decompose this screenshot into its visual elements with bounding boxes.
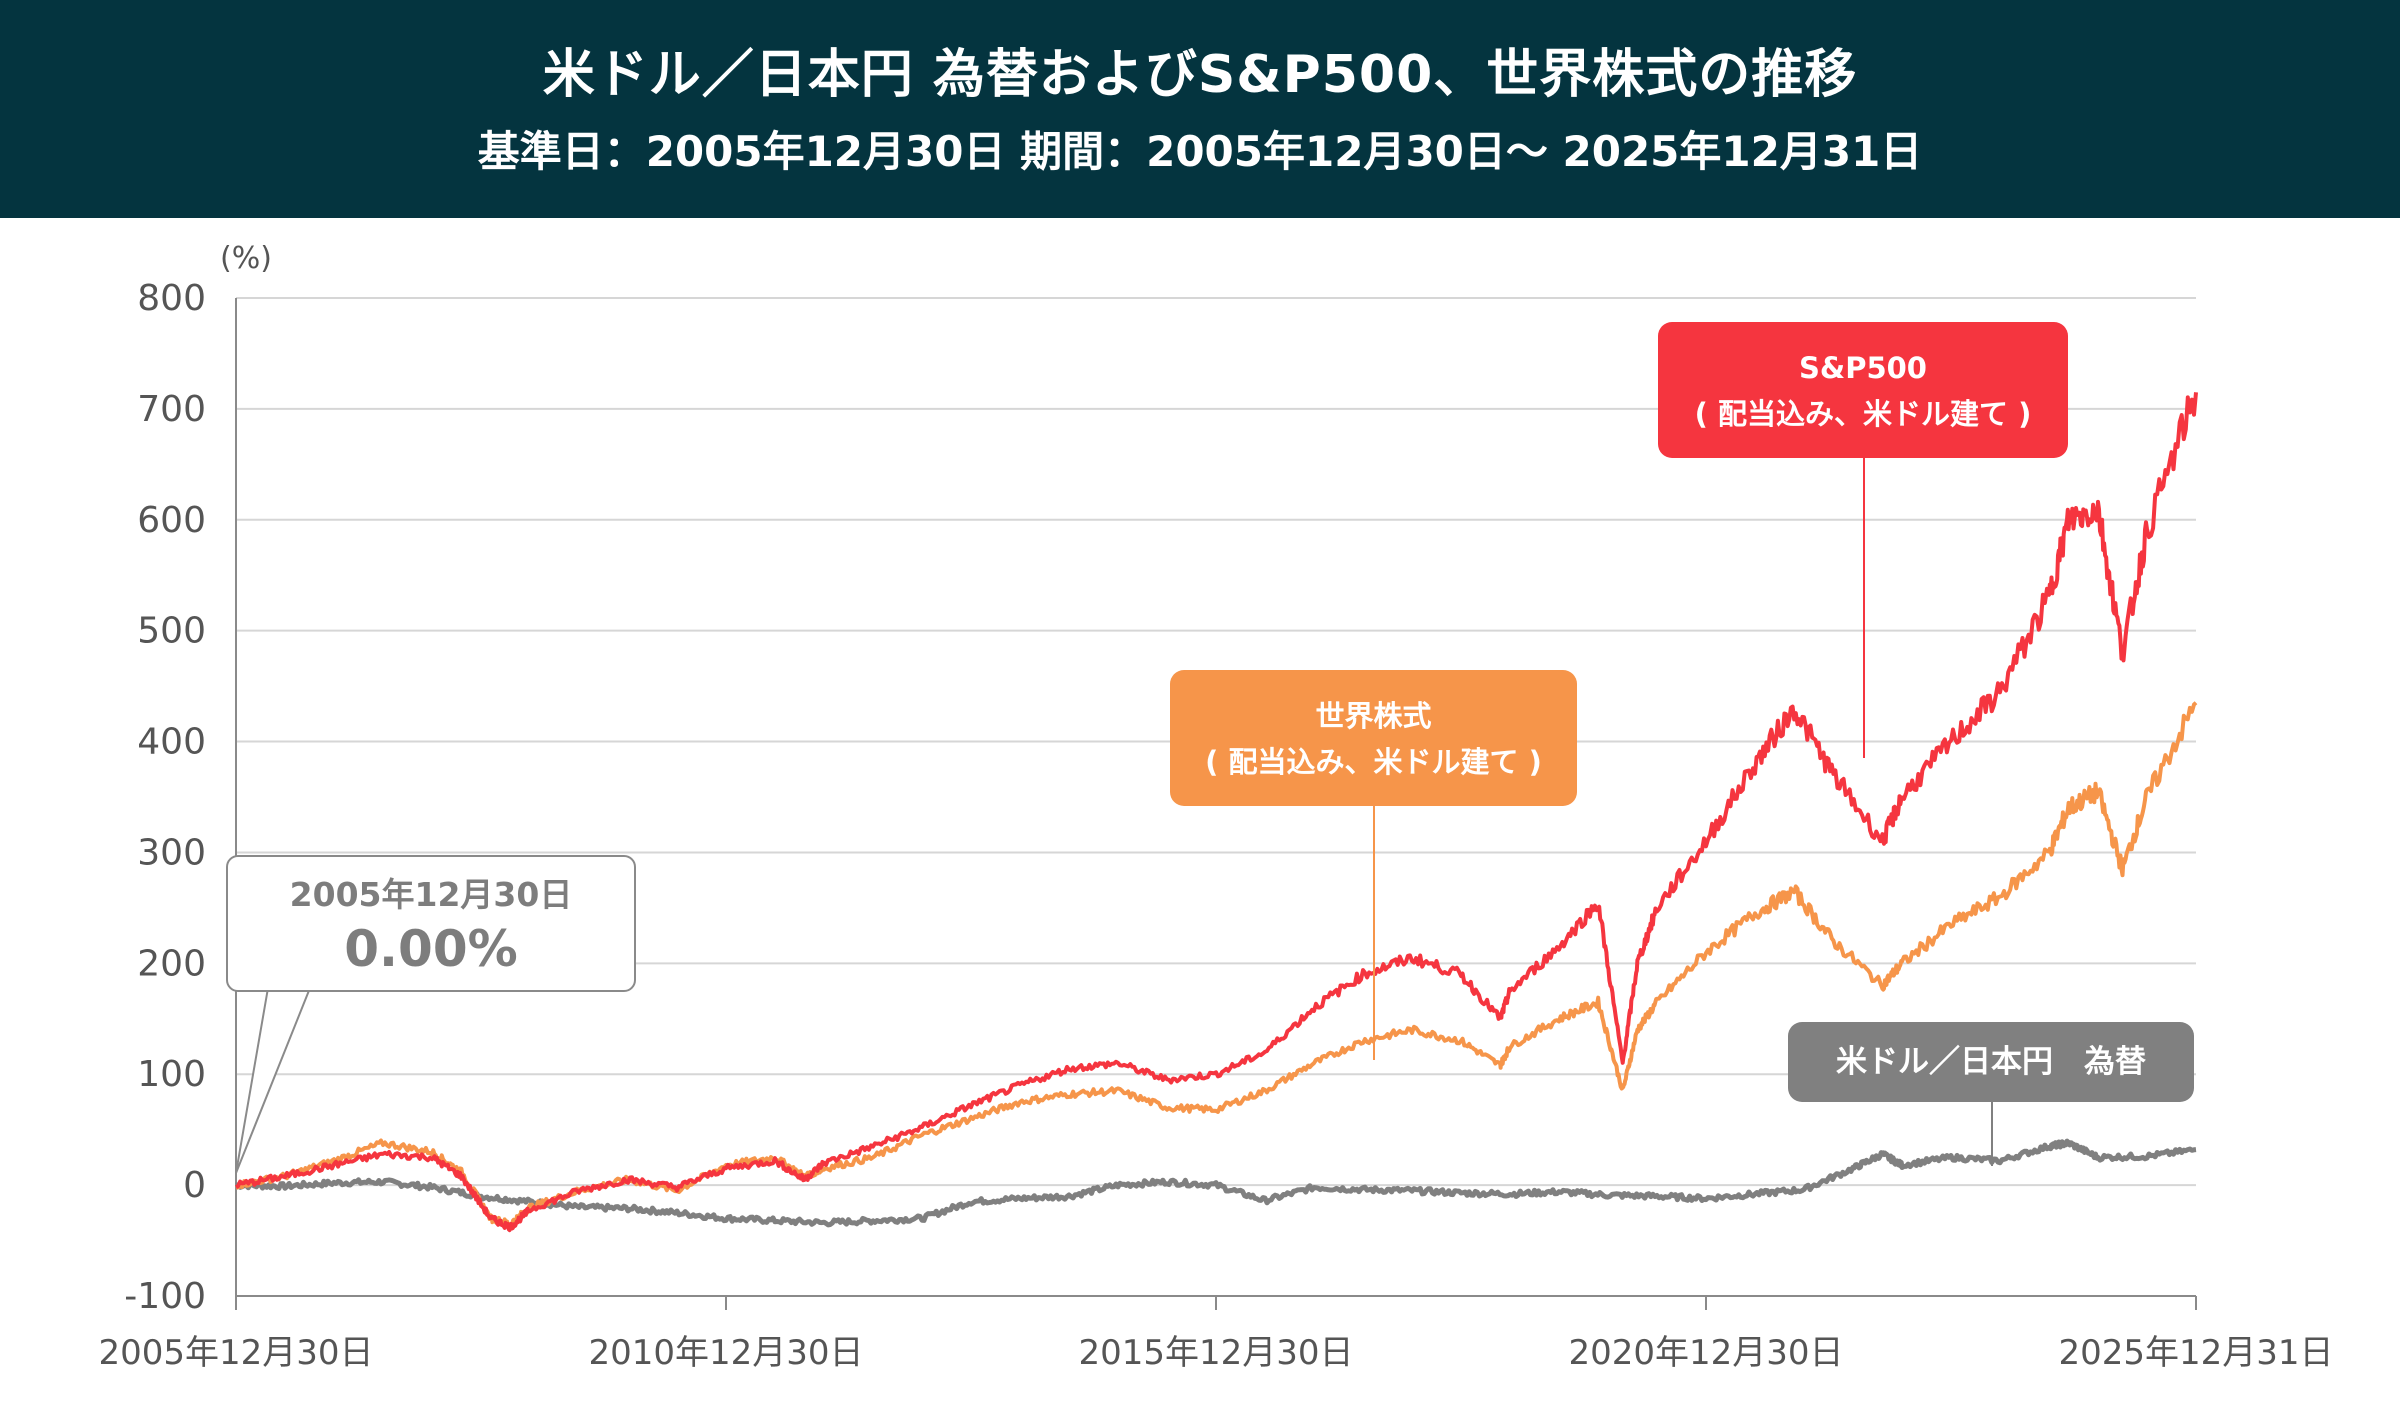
start-callout-pointer bbox=[235, 987, 311, 1174]
start-date-label: 2005年12月30日 bbox=[289, 875, 573, 914]
x-tick-label: 2005年12月30日 bbox=[98, 1333, 373, 1373]
start-value-callout: 2005年12月30日 0.00% bbox=[226, 855, 636, 992]
series-lines bbox=[235, 392, 2198, 1233]
y-tick-label: 400 bbox=[137, 722, 206, 763]
chart-subtitle: 基準日：2005年12月30日 期間：2005年12月30日～ 2025年12月… bbox=[477, 127, 1923, 176]
y-tick-label: 500 bbox=[137, 611, 206, 652]
line-chart: (%) 800 700 600 500 400 300 200 100 0 -100 2005年1… bbox=[98, 241, 2334, 1373]
y-tick-label: 700 bbox=[137, 389, 206, 430]
y-tick-label: 200 bbox=[137, 943, 206, 984]
x-tick-label: 2025年12月31日 bbox=[2058, 1333, 2333, 1373]
usdjpy-callout: 米ドル／日本円 為替 bbox=[1788, 1022, 2194, 1102]
y-tick-label: 0 bbox=[183, 1165, 206, 1206]
x-tick-label: 2020年12月30日 bbox=[1568, 1333, 1843, 1373]
world-callout-name: 世界株式 bbox=[1315, 699, 1432, 733]
y-tick-label: 600 bbox=[137, 500, 206, 541]
callout-leader-lines bbox=[235, 458, 1993, 1174]
world-callout-note: ( 配当込み、米ドル建て ) bbox=[1205, 745, 1542, 779]
header-banner: 米ドル／日本円 為替およびS&P500、世界株式の推移 基準日：2005年12月… bbox=[0, 0, 2400, 218]
world-stock-line bbox=[235, 701, 2198, 1228]
x-axis: 2005年12月30日 2010年12月30日 2015年12月30日 2020年12… bbox=[98, 298, 2334, 1373]
sp500-callout: S&P500 ( 配当込み、米ドル建て ) bbox=[1658, 322, 2068, 458]
chart-title: 米ドル／日本円 為替およびS&P500、世界株式の推移 bbox=[542, 45, 1858, 105]
usdjpy-line bbox=[235, 1138, 2197, 1228]
world-stock-callout: 世界株式 ( 配当込み、米ドル建て ) bbox=[1170, 670, 1577, 806]
y-axis-ticks: 800 700 600 500 400 300 200 100 0 -100 bbox=[124, 278, 206, 1317]
sp500-line bbox=[235, 392, 2198, 1233]
sp500-callout-note: ( 配当込み、米ドル建て ) bbox=[1694, 397, 2032, 431]
y-tick-label: -100 bbox=[124, 1276, 206, 1317]
x-tick-label: 2015年12月30日 bbox=[1078, 1333, 1353, 1373]
y-axis-unit: (%) bbox=[220, 241, 272, 276]
y-tick-label: 800 bbox=[137, 278, 206, 319]
usdjpy-callout-label: 米ドル／日本円 為替 bbox=[1836, 1044, 2146, 1080]
y-tick-label: 100 bbox=[137, 1054, 206, 1095]
x-tick-label: 2010年12月30日 bbox=[588, 1333, 863, 1373]
start-value-label: 0.00% bbox=[344, 920, 518, 978]
y-tick-label: 300 bbox=[137, 832, 206, 873]
sp500-callout-name: S&P500 bbox=[1799, 351, 1927, 385]
